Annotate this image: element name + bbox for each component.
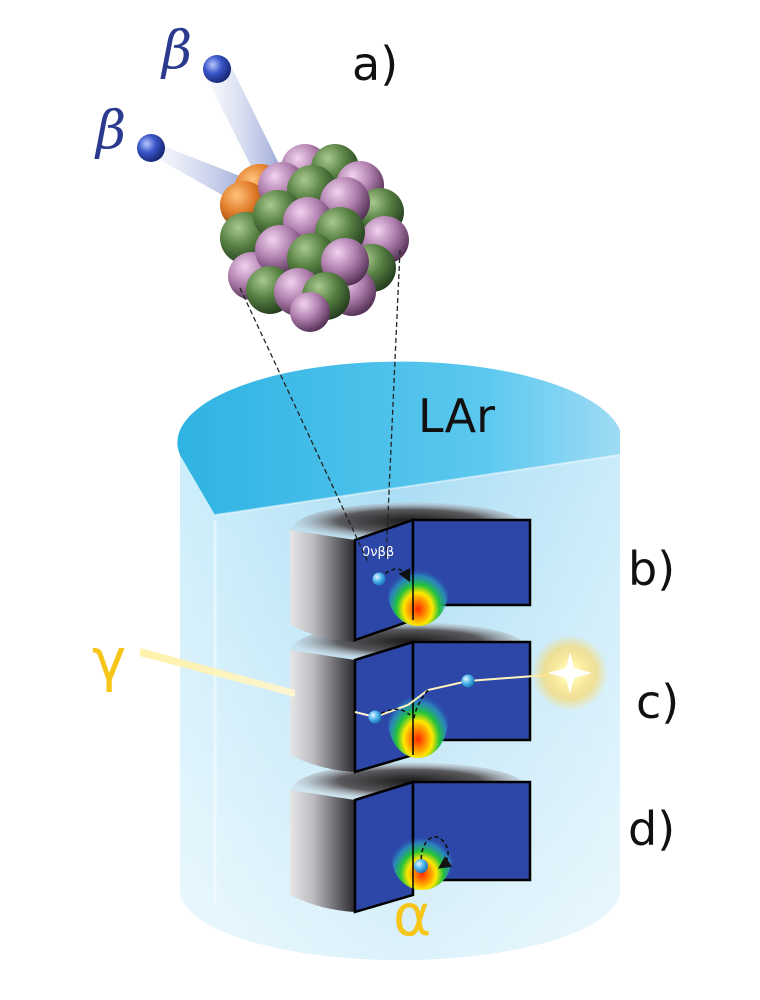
lar-label: LAr: [418, 389, 495, 443]
beta-beam-upper: [205, 60, 282, 180]
beta-label-lower: β: [94, 101, 126, 161]
panel-label-d: d): [628, 802, 675, 856]
decay-vertex: [372, 572, 386, 586]
gamma-hit-1: [368, 710, 382, 724]
detector-d-side: [290, 790, 355, 912]
panel-label-a: a): [352, 37, 398, 91]
lar-top-surface: [177, 361, 620, 515]
alpha-label: α: [393, 881, 431, 949]
detector-b-side: [290, 530, 355, 642]
gamma-hit-2: [461, 674, 475, 688]
nucleus: [220, 144, 409, 332]
beta-label-upper: β: [160, 21, 192, 81]
panel-label-b: b): [628, 542, 675, 596]
lar-top-cut: [214, 454, 621, 516]
gamma-scatter-dashed: [374, 689, 429, 719]
detector-b: 0νββ: [290, 502, 532, 642]
gamma-flash-star: [548, 652, 592, 694]
alpha-track: [420, 836, 453, 869]
gamma-event: [140, 635, 608, 724]
zoom-lines: [239, 249, 401, 563]
beta-electron-lower: [137, 134, 165, 162]
detector-c-side: [290, 650, 355, 772]
gamma-label: γ: [92, 626, 126, 694]
detector-c: [290, 622, 532, 774]
detector-b-heatmap: [388, 558, 448, 626]
alpha-particle: [414, 859, 428, 873]
detector-c-heatmap: [388, 682, 448, 758]
decay-mode-label: 0νββ: [362, 545, 394, 560]
detector-d: [290, 762, 532, 914]
panel-label-c: c): [636, 675, 679, 729]
beta-beam-lower: [148, 140, 250, 205]
beta-electron-upper: [203, 55, 231, 83]
gamma-beam: [140, 648, 295, 697]
beta-emission: [137, 55, 282, 205]
